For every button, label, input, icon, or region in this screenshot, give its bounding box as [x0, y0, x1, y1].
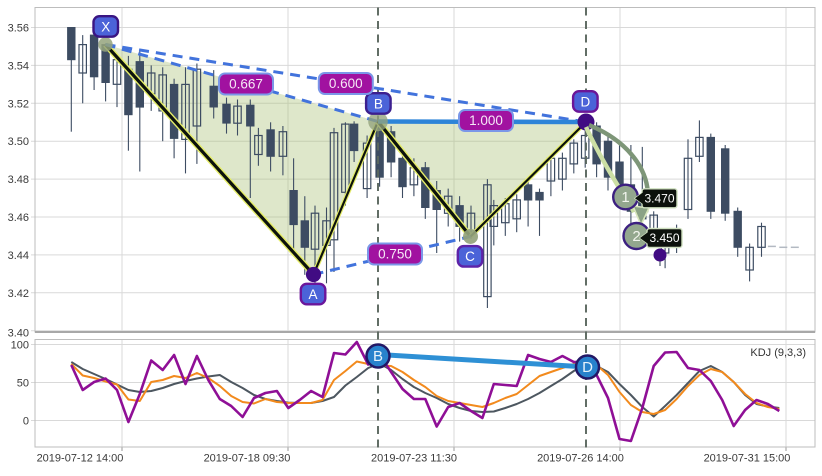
svg-text:D: D	[581, 94, 591, 109]
svg-text:3.46: 3.46	[8, 212, 29, 224]
svg-text:3.52: 3.52	[8, 98, 29, 110]
svg-text:2019-07-18 09:30: 2019-07-18 09:30	[204, 453, 291, 465]
svg-text:3.450: 3.450	[649, 231, 679, 245]
svg-text:3.40: 3.40	[8, 328, 29, 340]
svg-text:3.48: 3.48	[8, 174, 29, 186]
svg-text:0.667: 0.667	[229, 77, 263, 92]
svg-text:3.470: 3.470	[644, 192, 674, 206]
svg-text:3.42: 3.42	[8, 288, 29, 300]
svg-text:0.600: 0.600	[329, 76, 363, 91]
svg-text:X: X	[101, 19, 110, 34]
svg-text:2019-07-23 11:30: 2019-07-23 11:30	[371, 453, 457, 465]
svg-text:3.56: 3.56	[8, 23, 29, 35]
svg-text:C: C	[465, 249, 475, 264]
svg-text:3.50: 3.50	[8, 136, 29, 148]
svg-text:3.54: 3.54	[8, 60, 29, 72]
svg-text:A: A	[308, 287, 317, 302]
svg-text:D: D	[582, 359, 593, 376]
svg-text:2: 2	[632, 228, 640, 245]
svg-text:2019-07-12 14:00: 2019-07-12 14:00	[37, 453, 124, 465]
svg-text:2019-07-26 14:00: 2019-07-26 14:00	[537, 453, 624, 465]
svg-text:0.750: 0.750	[378, 247, 412, 262]
svg-text:2019-07-31 15:00: 2019-07-31 15:00	[704, 453, 791, 465]
svg-text:1: 1	[621, 189, 629, 206]
svg-text:100: 100	[11, 340, 29, 352]
svg-text:B: B	[373, 348, 383, 365]
svg-text:3.44: 3.44	[8, 250, 29, 262]
svg-text:B: B	[374, 96, 383, 111]
svg-text:0: 0	[23, 416, 29, 428]
svg-text:50: 50	[17, 378, 29, 390]
svg-text:1.000: 1.000	[469, 113, 503, 128]
svg-text:KDJ (9,3,3): KDJ (9,3,3)	[750, 347, 806, 359]
